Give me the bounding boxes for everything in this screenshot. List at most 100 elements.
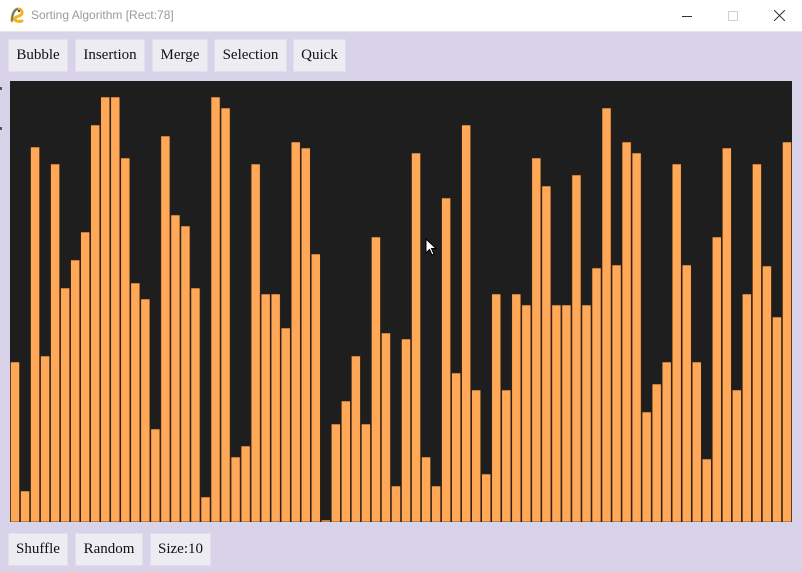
bar-72 <box>732 389 742 522</box>
bar-35 <box>361 423 371 522</box>
quick-button[interactable]: Quick <box>293 39 346 72</box>
bar-68 <box>691 361 702 522</box>
left-edge-mark <box>0 87 2 90</box>
bar-50 <box>511 293 522 522</box>
bar-33 <box>341 400 351 522</box>
bar-61 <box>621 141 632 522</box>
bar-34 <box>351 355 361 522</box>
bar-3 <box>40 355 50 522</box>
bar-54 <box>551 304 562 522</box>
title-bar: Sorting Algorithm [Rect:78] <box>0 0 802 32</box>
bar-63 <box>641 411 652 522</box>
bar-6 <box>70 259 80 522</box>
bar-25 <box>260 293 271 522</box>
window-title: Sorting Algorithm [Rect:78] <box>31 8 174 22</box>
bar-15 <box>160 135 171 522</box>
bar-44 <box>451 372 461 522</box>
bar-19 <box>200 496 211 522</box>
bar-0 <box>10 361 20 522</box>
bar-71 <box>722 147 732 522</box>
bar-16 <box>170 214 181 522</box>
bar-66 <box>671 163 682 522</box>
bar-58 <box>591 267 602 522</box>
minimize-button[interactable] <box>664 0 710 31</box>
bar-41 <box>421 456 431 522</box>
bar-12 <box>130 282 141 522</box>
bar-42 <box>431 485 441 522</box>
bar-40 <box>411 152 421 522</box>
bar-69 <box>701 458 712 522</box>
mouse-pointer-icon <box>425 238 437 256</box>
size-button[interactable]: Size:10 <box>150 533 211 566</box>
close-button[interactable] <box>756 0 802 31</box>
bar-77 <box>782 141 792 522</box>
bar-10 <box>110 96 121 522</box>
bar-9 <box>100 96 111 522</box>
merge-button[interactable]: Merge <box>152 39 208 72</box>
pygame-snake-icon <box>10 7 24 23</box>
bar-13 <box>140 298 151 522</box>
bar-56 <box>571 174 582 522</box>
insertion-button[interactable]: Insertion <box>75 39 145 72</box>
bar-64 <box>651 383 662 522</box>
bar-70 <box>711 236 722 522</box>
bar-65 <box>661 361 672 522</box>
left-edge-mark <box>0 127 2 130</box>
bar-29 <box>300 147 311 522</box>
maximize-button[interactable] <box>710 0 756 31</box>
bar-55 <box>561 304 572 522</box>
bar-20 <box>210 96 221 522</box>
bar-32 <box>331 423 341 522</box>
bar-30 <box>310 253 321 522</box>
bar-1 <box>20 490 30 522</box>
bar-51 <box>521 304 532 522</box>
bar-11 <box>120 157 131 522</box>
bar-22 <box>230 456 241 522</box>
bar-47 <box>481 473 492 522</box>
bar-chart <box>10 96 792 522</box>
maximize-icon <box>728 10 738 21</box>
bar-18 <box>190 287 201 522</box>
bar-2 <box>30 146 40 522</box>
bar-31 <box>320 519 331 522</box>
sort-visualization-canvas <box>10 81 792 522</box>
bar-39 <box>401 338 411 522</box>
bar-36 <box>371 236 381 522</box>
bar-75 <box>762 265 772 522</box>
bar-27 <box>280 327 291 522</box>
bar-24 <box>250 163 261 522</box>
bar-62 <box>631 152 642 522</box>
bar-8 <box>90 124 101 522</box>
bar-45 <box>461 124 471 522</box>
minimize-icon <box>682 15 692 17</box>
bar-49 <box>501 389 512 522</box>
random-button[interactable]: Random <box>75 533 143 566</box>
bar-37 <box>381 332 391 522</box>
bar-23 <box>240 445 251 522</box>
bar-46 <box>471 389 482 522</box>
shuffle-button[interactable]: Shuffle <box>8 533 68 566</box>
bubble-button[interactable]: Bubble <box>8 39 68 72</box>
bar-76 <box>772 316 782 522</box>
bar-14 <box>150 428 161 522</box>
bar-57 <box>581 304 592 522</box>
bar-5 <box>60 287 70 522</box>
bar-26 <box>270 293 281 522</box>
bar-21 <box>220 107 231 522</box>
bar-73 <box>742 293 752 522</box>
selection-button[interactable]: Selection <box>214 39 287 72</box>
bar-48 <box>491 293 502 522</box>
close-icon <box>773 10 785 21</box>
bar-7 <box>80 231 91 522</box>
bar-43 <box>441 197 451 522</box>
bar-4 <box>50 163 60 522</box>
bar-60 <box>611 264 622 522</box>
bar-28 <box>290 141 301 522</box>
bar-67 <box>681 264 692 522</box>
bar-38 <box>391 485 401 522</box>
bar-52 <box>531 157 542 522</box>
bar-74 <box>752 163 762 522</box>
bar-59 <box>601 107 612 522</box>
bar-17 <box>180 225 191 522</box>
bar-53 <box>541 185 552 522</box>
